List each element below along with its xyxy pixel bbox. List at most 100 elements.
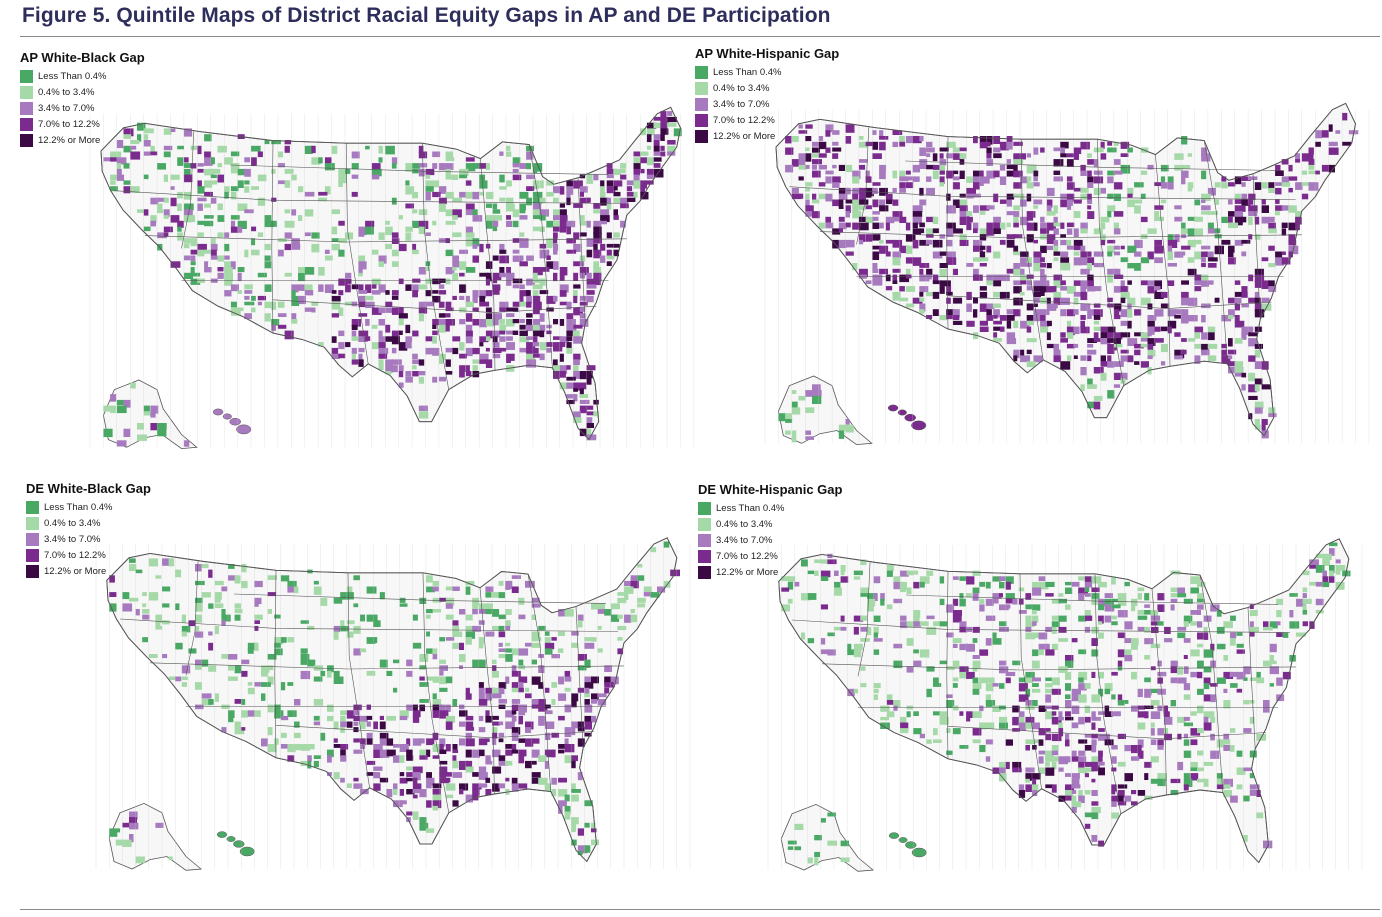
- district-cell: [1243, 728, 1252, 733]
- district-cell: [532, 336, 538, 344]
- state-border: [528, 144, 553, 368]
- district-cell: [852, 263, 858, 271]
- district-cell: [1005, 598, 1016, 604]
- district-cell: [913, 711, 919, 716]
- district-cell: [546, 324, 552, 329]
- district-cell: [478, 603, 487, 611]
- district-cell: [845, 222, 851, 228]
- district-cell: [274, 614, 281, 619]
- district-cell: [1190, 649, 1200, 657]
- district-cell: [1228, 309, 1236, 317]
- district-cell: [885, 286, 893, 291]
- district-cell: [1020, 176, 1029, 184]
- district-cell: [885, 216, 895, 224]
- district-cell: [485, 715, 492, 723]
- district-cell: [551, 732, 560, 738]
- district-cell: [264, 220, 274, 228]
- district-cell: [478, 609, 488, 614]
- district-cell: [459, 295, 465, 300]
- district-cell: [900, 621, 908, 629]
- district-cell: [845, 211, 850, 218]
- district-cell: [271, 140, 281, 145]
- district-cell: [900, 570, 909, 577]
- district-cell: [791, 390, 797, 394]
- district-cell: [872, 130, 877, 135]
- district-cell: [1249, 784, 1260, 790]
- district-cell: [1078, 587, 1088, 595]
- district-cell: [313, 699, 324, 706]
- district-cell: [1058, 722, 1063, 730]
- district-cell: [966, 320, 975, 327]
- district-cell: [606, 261, 612, 266]
- district-cell: [525, 727, 531, 733]
- district-cell: [479, 295, 485, 305]
- district-cell: [459, 284, 467, 293]
- district-cell: [519, 336, 530, 343]
- district-cell: [1254, 303, 1263, 312]
- district-cell: [586, 220, 591, 228]
- district-cell: [571, 828, 576, 833]
- district-cell: [1040, 315, 1046, 321]
- district-cell: [1223, 790, 1232, 798]
- district-cell: [1053, 205, 1058, 214]
- district-cell: [860, 626, 869, 632]
- district-cell: [274, 648, 283, 656]
- district-cell: [558, 715, 565, 721]
- district-cell: [553, 295, 558, 302]
- district-cell: [1174, 216, 1183, 222]
- district-cell: [1268, 263, 1276, 268]
- district-cell: [1013, 268, 1023, 276]
- district-cell: [393, 789, 398, 795]
- district-cell: [579, 255, 586, 262]
- district-cell: [526, 359, 537, 368]
- district-cell: [539, 278, 546, 286]
- district-cell: [1335, 565, 1346, 571]
- district-cell: [1183, 773, 1190, 780]
- district-cell: [919, 621, 929, 626]
- district-cell: [1131, 638, 1139, 646]
- district-cell: [1329, 565, 1335, 573]
- district-cell: [204, 203, 211, 208]
- district-cell: [1150, 728, 1155, 736]
- district-cell: [531, 760, 537, 765]
- district-cell: [1058, 638, 1069, 642]
- district-cell: [492, 687, 499, 696]
- district-cell: [365, 226, 374, 235]
- district-cell: [633, 157, 641, 164]
- us-outline: [778, 538, 1350, 864]
- district-cell: [1254, 309, 1265, 318]
- district-cell: [110, 180, 116, 185]
- district-cell: [485, 609, 494, 615]
- district-cell: [519, 295, 524, 305]
- district-cell: [150, 423, 158, 431]
- district-cell: [1203, 761, 1214, 766]
- district-cell: [351, 319, 361, 327]
- district-cell: [564, 744, 575, 753]
- district-cell: [865, 176, 872, 183]
- district-cell: [251, 157, 257, 166]
- district-cell: [498, 721, 504, 726]
- district-cell: [999, 176, 1007, 185]
- district-cell: [150, 215, 157, 224]
- choropleth-map-de-white-hispanic[interactable]: [698, 482, 1378, 902]
- district-cell: [300, 659, 311, 665]
- district-cell: [892, 239, 903, 248]
- district-cell: [472, 290, 479, 298]
- district-cell: [432, 347, 440, 356]
- district-cell: [1216, 784, 1225, 790]
- state-border: [274, 570, 277, 758]
- district-cell: [277, 301, 285, 308]
- district-cell: [838, 199, 844, 208]
- state-border: [345, 143, 369, 364]
- district-cell: [1111, 801, 1117, 807]
- district-cell: [333, 676, 344, 684]
- district-cell: [492, 715, 499, 720]
- district-cell: [571, 760, 576, 769]
- district-cell: [860, 666, 866, 671]
- choropleth-map-de-white-black[interactable]: [26, 481, 706, 901]
- district-cell: [1117, 801, 1127, 806]
- district-cell: [492, 592, 500, 598]
- state-border: [1252, 173, 1261, 319]
- choropleth-map-ap-white-hispanic[interactable]: [695, 46, 1382, 476]
- choropleth-map-ap-white-black[interactable]: [20, 50, 710, 480]
